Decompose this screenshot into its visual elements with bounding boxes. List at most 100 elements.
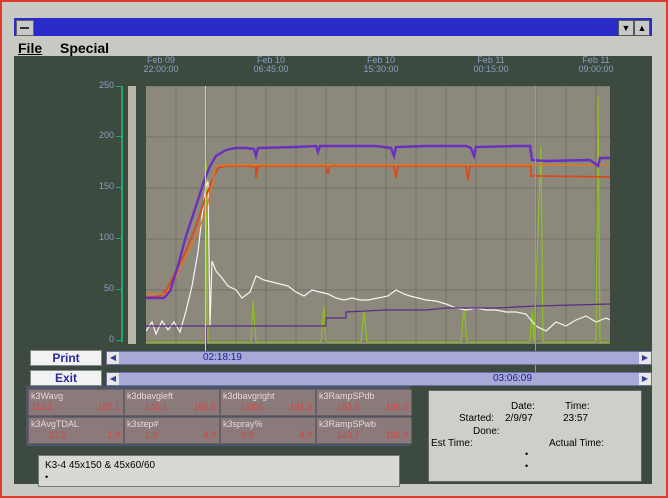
exit-button-label: Exit — [54, 371, 77, 385]
data-cell: k3RampSPwb 143.7 160.0 — [316, 417, 412, 444]
scroll-right-arrow-icon[interactable]: ▶ — [639, 352, 651, 364]
date-header: Date: — [511, 401, 535, 412]
time-axis-labels: Feb 09 22:00:00 Feb 10 06:45:00 Feb 10 15:3… — [136, 56, 646, 78]
scroll-left-arrow-icon[interactable]: ◀ — [107, 373, 119, 385]
menu-bar: File Special — [14, 38, 652, 56]
series-white — [146, 180, 610, 336]
data-cell: k3dbavgleft 146.1 160.5 — [124, 389, 220, 416]
time-label: Feb 11 00:15:00 — [446, 56, 536, 74]
menu-file-label: File — [18, 40, 43, 56]
series-setpoint — [146, 303, 610, 344]
y-tick — [116, 136, 123, 137]
cell-value-1: 143.7 — [337, 430, 360, 440]
time-label-time: 09:00:00 — [578, 64, 614, 74]
est-time-label: Est Time: — [431, 438, 473, 449]
maximize-icon: ▲ — [637, 23, 647, 33]
cell-name: k3RampSPwb — [319, 419, 377, 429]
cell-name: k3AvgTDAL — [31, 419, 79, 429]
print-button[interactable]: Print — [30, 350, 102, 366]
scroll-right-arrow-icon[interactable]: ▶ — [639, 373, 651, 385]
cell-value-2: 181.2 — [289, 402, 312, 412]
time-scrollbar-1[interactable]: ◀ 02:18:19 ▶ — [106, 351, 652, 365]
cell-value-2: 1.9 — [107, 430, 120, 440]
data-values-panel: k3Wavg 112.1 157.1 k3dbavgleft 146.1 160.5 k… — [26, 386, 412, 446]
system-menu-button[interactable] — [16, 20, 34, 36]
y-tick-label: 50 — [103, 283, 114, 293]
actual-time-label: Actual Time: — [549, 438, 605, 449]
time-cursor-2[interactable] — [535, 86, 536, 378]
bullet-marker: • — [45, 472, 49, 482]
menu-special[interactable]: Special — [60, 40, 109, 56]
exit-button[interactable]: Exit — [30, 370, 102, 386]
maximize-button[interactable]: ▲ — [634, 20, 650, 36]
time-label: Feb 10 15:30:00 — [336, 56, 426, 74]
data-cell: k3AvgTDAL 27.3 1.9 — [28, 417, 124, 444]
time-label-date: Feb 11 — [582, 55, 610, 65]
time-label-date: Feb 10 — [256, 55, 286, 65]
cell-name: k3RampSPdb — [319, 391, 375, 401]
minimize-icon: ▼ — [621, 23, 631, 33]
series-green — [146, 95, 610, 343]
time-label: Feb 09 22:00:00 — [116, 56, 206, 74]
cell-value-1: 146.1 — [145, 402, 168, 412]
time-label-time: 15:30:00 — [363, 64, 399, 74]
time-label: Feb 11 09:00:00 — [551, 56, 641, 74]
y-tick-label: 0 — [108, 334, 114, 344]
message-text: K3-4 45x150 & 45x60/60 — [45, 460, 156, 471]
plot-vertical-scrollbar[interactable] — [128, 86, 136, 344]
y-axis-line — [121, 86, 123, 342]
cursor-2-time: 03:06:09 — [491, 373, 534, 385]
time-cursor-1[interactable] — [205, 86, 206, 356]
data-cell: k3RampSPdb 153.0 180.0 — [316, 389, 412, 416]
cell-name: k3dbavgright — [223, 391, 275, 401]
cell-value-1: 112.1 — [31, 402, 53, 412]
time-scrollbar-2[interactable]: ◀ 03:06:09 ▶ — [106, 372, 652, 386]
started-date: 2/9/97 — [505, 413, 533, 424]
y-tick — [116, 238, 123, 239]
y-tick-label: 250 — [98, 80, 114, 90]
data-cell: k3step# 1.0 4.0 — [124, 417, 220, 444]
series-red — [146, 165, 610, 298]
cell-value-1: 1.0 — [145, 430, 158, 440]
title-bar: ▼ ▲ — [14, 18, 652, 36]
y-tick-label: 100 — [98, 232, 114, 242]
cell-value-1: 153.0 — [337, 402, 360, 412]
time-label-time: 00:15:00 — [473, 64, 509, 74]
started-time: 23:57 — [563, 413, 589, 424]
y-tick — [116, 289, 123, 290]
y-tick — [116, 187, 123, 188]
cell-value-2: 4.0 — [203, 430, 216, 440]
cell-value-2: 160.5 — [193, 402, 216, 412]
y-tick — [116, 86, 123, 87]
cell-value-2: 157.1 — [97, 402, 120, 412]
cursor-1-time: 02:18:19 — [201, 352, 244, 364]
cell-value-1: 0.0 — [241, 430, 254, 440]
cell-name: k3spray% — [223, 419, 263, 429]
time-label-time: 06:45:00 — [253, 64, 289, 74]
cell-value-1: 27.3 — [49, 430, 67, 440]
trend-chart — [146, 86, 610, 344]
time-label-date: Feb 10 — [366, 55, 396, 65]
time-header: Time: — [565, 401, 590, 412]
y-tick — [116, 340, 123, 341]
plot-background — [146, 86, 610, 344]
y-tick-label: 150 — [98, 181, 114, 191]
data-cell: k3spray% 0.0 4.0 — [220, 417, 316, 444]
time-label-date: Feb 11 — [477, 55, 505, 65]
cell-value-2: 180.0 — [385, 402, 408, 412]
cell-name: k3Wavg — [31, 391, 64, 401]
scroll-left-arrow-icon[interactable]: ◀ — [107, 352, 119, 364]
run-info-panel: Date: Time: Started: 2/9/97 23:57 Done: … — [428, 390, 642, 482]
time-label: Feb 10 06:45:00 — [226, 56, 316, 74]
print-button-label: Print — [52, 351, 80, 365]
menu-file[interactable]: File — [18, 40, 42, 56]
system-menu-icon — [20, 27, 29, 29]
series-purple — [146, 144, 610, 300]
bullet-marker: • — [525, 461, 529, 471]
cell-name: k3dbavgleft — [127, 391, 174, 401]
started-label: Started: — [459, 413, 495, 424]
minimize-button[interactable]: ▼ — [618, 20, 634, 36]
data-cell: k3Wavg 112.1 157.1 — [28, 389, 124, 416]
cell-value-2: 160.0 — [385, 430, 408, 440]
y-tick-label: 200 — [98, 130, 114, 140]
